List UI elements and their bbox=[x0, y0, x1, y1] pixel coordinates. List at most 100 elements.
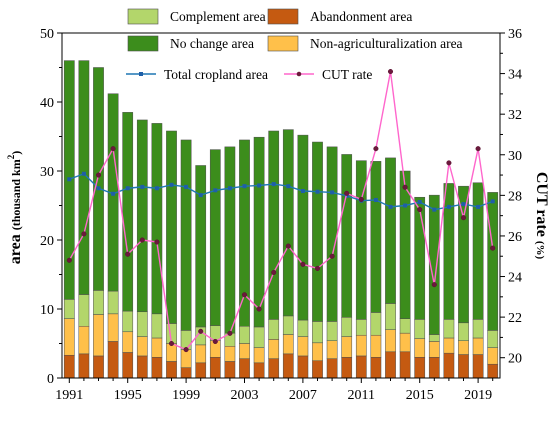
bar-segment-complement-area-2018 bbox=[458, 322, 469, 341]
bar-segment-no-change-area-2001 bbox=[209, 149, 221, 326]
point-total-cropland-area-2019 bbox=[476, 204, 481, 209]
point-total-cropland-area-1996 bbox=[140, 184, 145, 189]
point-total-cropland-area-2005 bbox=[271, 182, 276, 187]
bars-group bbox=[63, 60, 499, 379]
right-axis-title: CUT rate (%) bbox=[533, 172, 550, 260]
point-cut-rate-2010 bbox=[344, 190, 350, 196]
bar-segment-complement-area-2007 bbox=[297, 319, 309, 337]
bar-segment-non-agriculturalization-area-1993 bbox=[93, 314, 104, 357]
point-total-cropland-area-2003 bbox=[242, 184, 247, 189]
bar-segment-abandonment-area-2001 bbox=[209, 357, 221, 379]
bar-segment-abandonment-area-2012 bbox=[370, 357, 382, 379]
point-cut-rate-1991 bbox=[66, 257, 72, 263]
right-axis-tick-label: 36 bbox=[508, 27, 522, 42]
bar-segment-non-agriculturalization-area-1995 bbox=[122, 331, 134, 353]
point-cut-rate-2009 bbox=[329, 253, 335, 259]
legend-item-non-agriculturalization-area: Non-agriculturalization area bbox=[267, 35, 463, 52]
bar-segment-abandonment-area-2004 bbox=[253, 362, 265, 379]
bar-segment-abandonment-area-2005 bbox=[268, 358, 280, 379]
point-cut-rate-1997 bbox=[154, 239, 160, 245]
bar-segment-non-agriculturalization-area-2008 bbox=[312, 342, 323, 361]
point-total-cropland-area-2016 bbox=[432, 207, 437, 212]
point-total-cropland-area-2006 bbox=[286, 184, 291, 189]
bar-segment-non-agriculturalization-area-1998 bbox=[166, 343, 177, 362]
bar-segment-complement-area-2019 bbox=[472, 319, 484, 339]
point-total-cropland-area-1994 bbox=[111, 191, 116, 196]
point-total-cropland-area-2000 bbox=[198, 193, 203, 198]
point-total-cropland-area-2008 bbox=[315, 189, 320, 194]
right-axis-label: CUT rate bbox=[533, 172, 550, 241]
bar-segment-non-agriculturalization-area-2014 bbox=[399, 332, 411, 353]
x-axis-tick-label: 1991 bbox=[55, 388, 83, 403]
point-total-cropland-area-2002 bbox=[227, 186, 232, 191]
point-total-cropland-area-1993 bbox=[96, 186, 101, 191]
left-axis-tick-label: 50 bbox=[40, 27, 54, 42]
point-total-cropland-area-2004 bbox=[257, 183, 262, 188]
bar-segment-abandonment-area-2010 bbox=[341, 357, 353, 379]
bar-segment-non-agriculturalization-area-2010 bbox=[341, 336, 353, 358]
bar-segment-non-agriculturalization-area-2012 bbox=[370, 334, 382, 358]
point-cut-rate-2002 bbox=[227, 330, 233, 336]
bar-segment-non-agriculturalization-area-1999 bbox=[180, 349, 192, 368]
bar-segment-complement-area-2009 bbox=[326, 321, 338, 341]
bar-segment-abandonment-area-2002 bbox=[224, 361, 236, 379]
bar-segment-abandonment-area-2008 bbox=[312, 360, 323, 379]
bar-segment-complement-area-2020 bbox=[487, 330, 499, 348]
point-cut-rate-2004 bbox=[256, 306, 262, 312]
bar-segment-complement-area-2011 bbox=[355, 319, 367, 336]
bar-segment-complement-area-1996 bbox=[136, 311, 148, 337]
right-axis-tick-label: 22 bbox=[508, 311, 522, 326]
point-total-cropland-area-2015 bbox=[417, 200, 422, 205]
legend-marker bbox=[296, 71, 302, 77]
right-axis-tick-label: 32 bbox=[508, 108, 522, 123]
bar-segment-non-agriculturalization-area-2013 bbox=[385, 329, 396, 353]
bar-segment-no-change-area-2017 bbox=[443, 183, 455, 320]
bar-segment-abandonment-area-1998 bbox=[166, 361, 177, 379]
bar-segment-non-agriculturalization-area-1991 bbox=[63, 318, 75, 356]
right-axis-tick-label: 24 bbox=[508, 271, 522, 286]
right-axis-tick-label: 20 bbox=[508, 352, 522, 367]
bar-segment-complement-area-1997 bbox=[151, 313, 163, 339]
point-total-cropland-area-2013 bbox=[388, 204, 393, 209]
point-total-cropland-area-2009 bbox=[330, 190, 335, 195]
point-cut-rate-2013 bbox=[387, 69, 394, 75]
bar-segment-no-change-area-2003 bbox=[239, 139, 250, 327]
bar-segment-abandonment-area-2006 bbox=[282, 353, 294, 379]
bar-segment-no-change-area-1998 bbox=[166, 130, 177, 324]
legend-item-cut-rate: CUT rate bbox=[284, 67, 372, 82]
point-cut-rate-2006 bbox=[285, 243, 291, 249]
bar-segment-non-agriculturalization-area-2020 bbox=[487, 347, 499, 365]
bar-segment-no-change-area-2016 bbox=[428, 194, 440, 335]
left-axis-tick-label: 40 bbox=[40, 96, 54, 111]
bar-segment-complement-area-1992 bbox=[78, 294, 90, 327]
bar-segment-abandonment-area-2007 bbox=[297, 355, 309, 379]
bar-segment-abandonment-area-2011 bbox=[355, 355, 367, 379]
bar-segment-complement-area-2015 bbox=[414, 319, 426, 339]
point-total-cropland-area-2020 bbox=[490, 199, 495, 204]
x-axis-tick-label: 2003 bbox=[231, 388, 259, 403]
point-cut-rate-1992 bbox=[81, 231, 87, 237]
left-axis-unit: (thousand km bbox=[9, 159, 23, 230]
bar-segment-non-agriculturalization-area-2005 bbox=[268, 339, 280, 359]
bar-segment-no-change-area-2012 bbox=[370, 161, 382, 313]
bar-segment-non-agriculturalization-area-2009 bbox=[326, 340, 338, 359]
legend-label: No change area bbox=[170, 36, 254, 51]
point-cut-rate-2017 bbox=[446, 160, 452, 166]
bar-segment-non-agriculturalization-area-2011 bbox=[355, 334, 367, 357]
point-total-cropland-area-1999 bbox=[184, 184, 189, 189]
point-total-cropland-area-2014 bbox=[403, 203, 408, 208]
left-axis-title: area (thousand km2) bbox=[6, 151, 24, 264]
left-axis-tick-label: 10 bbox=[40, 303, 54, 318]
bar-segment-no-change-area-2000 bbox=[195, 165, 207, 328]
bar-segment-abandonment-area-2018 bbox=[458, 354, 469, 379]
right-axis-tick-label: 34 bbox=[508, 68, 522, 83]
legend-item-complement-area: Complement area bbox=[127, 8, 266, 25]
right-axis-tick-label: 30 bbox=[508, 149, 522, 164]
bar-segment-abandonment-area-1994 bbox=[107, 341, 119, 379]
x-axis-tick-label: 2011 bbox=[348, 388, 375, 403]
bar-segment-no-change-area-1996 bbox=[136, 119, 148, 313]
bar-segment-non-agriculturalization-area-2003 bbox=[239, 343, 250, 359]
bar-segment-complement-area-2013 bbox=[385, 303, 396, 330]
bar-segment-complement-area-1993 bbox=[93, 290, 104, 315]
